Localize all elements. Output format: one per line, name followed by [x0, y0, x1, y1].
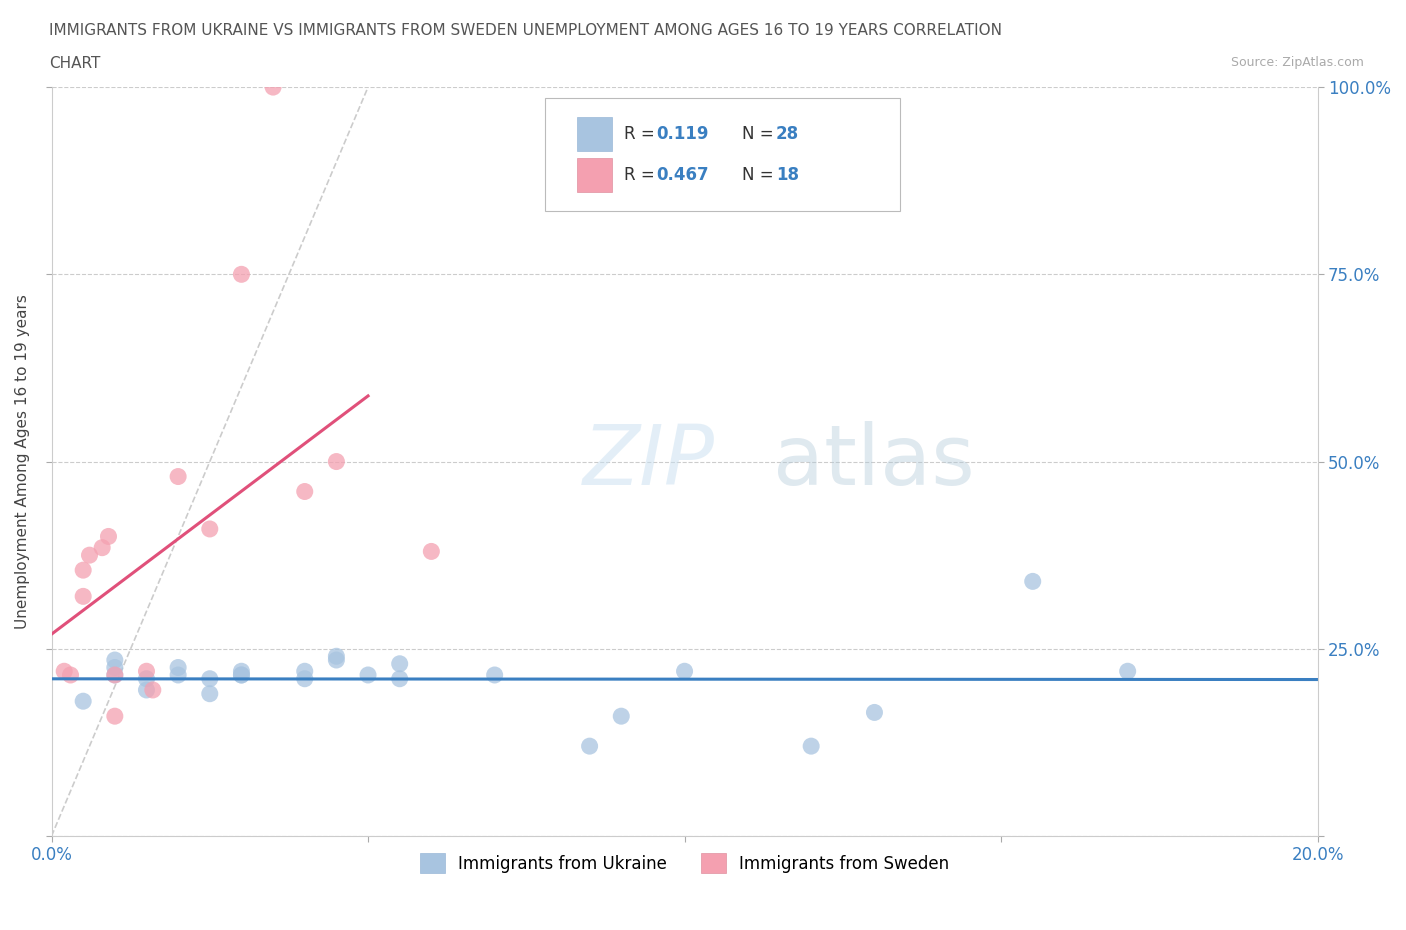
Text: IMMIGRANTS FROM UKRAINE VS IMMIGRANTS FROM SWEDEN UNEMPLOYMENT AMONG AGES 16 TO : IMMIGRANTS FROM UKRAINE VS IMMIGRANTS FR… — [49, 23, 1002, 38]
Point — [610, 709, 633, 724]
Point — [198, 671, 221, 686]
Point — [142, 683, 165, 698]
Point — [262, 80, 284, 95]
Text: CHART: CHART — [49, 56, 101, 71]
Point — [72, 589, 94, 604]
Point — [167, 660, 190, 675]
Point — [59, 668, 82, 683]
Point — [72, 694, 94, 709]
Point — [1022, 574, 1045, 589]
Point — [578, 738, 600, 753]
Point — [420, 544, 443, 559]
Point — [135, 664, 157, 679]
Text: Source: ZipAtlas.com: Source: ZipAtlas.com — [1230, 56, 1364, 69]
Point — [1116, 664, 1139, 679]
Point — [294, 671, 316, 686]
Point — [104, 709, 127, 724]
Point — [167, 469, 190, 484]
Point — [231, 267, 253, 282]
Text: R =: R = — [624, 125, 659, 142]
Point — [484, 668, 506, 683]
Point — [673, 664, 696, 679]
Point — [388, 657, 411, 671]
Point — [104, 660, 127, 675]
Text: 0.119: 0.119 — [657, 125, 709, 142]
Point — [53, 664, 76, 679]
Point — [231, 664, 253, 679]
Point — [104, 668, 127, 683]
Point — [72, 563, 94, 578]
Point — [198, 522, 221, 537]
FancyBboxPatch shape — [576, 158, 613, 192]
Point — [863, 705, 886, 720]
Text: N =: N = — [741, 125, 779, 142]
Point — [294, 664, 316, 679]
Point — [104, 653, 127, 668]
Point — [325, 653, 347, 668]
Point — [231, 668, 253, 683]
Text: ZIP: ZIP — [583, 421, 716, 502]
Point — [325, 649, 347, 664]
Y-axis label: Unemployment Among Ages 16 to 19 years: Unemployment Among Ages 16 to 19 years — [15, 294, 30, 629]
Text: atlas: atlas — [773, 421, 974, 502]
Point — [294, 485, 316, 499]
Text: 0.467: 0.467 — [657, 166, 710, 184]
Text: 18: 18 — [776, 166, 799, 184]
Text: N =: N = — [741, 166, 779, 184]
FancyBboxPatch shape — [576, 117, 613, 151]
Point — [357, 668, 380, 683]
Point — [104, 668, 127, 683]
Text: 28: 28 — [776, 125, 799, 142]
Point — [198, 686, 221, 701]
Point — [231, 668, 253, 683]
Point — [800, 738, 823, 753]
Point — [167, 668, 190, 683]
Point — [135, 683, 157, 698]
Point — [97, 529, 120, 544]
FancyBboxPatch shape — [546, 99, 900, 211]
Point — [79, 548, 101, 563]
Text: R =: R = — [624, 166, 659, 184]
Point — [325, 454, 347, 469]
Legend: Immigrants from Ukraine, Immigrants from Sweden: Immigrants from Ukraine, Immigrants from… — [413, 846, 956, 880]
Point — [388, 671, 411, 686]
Point — [91, 540, 114, 555]
Point — [135, 671, 157, 686]
